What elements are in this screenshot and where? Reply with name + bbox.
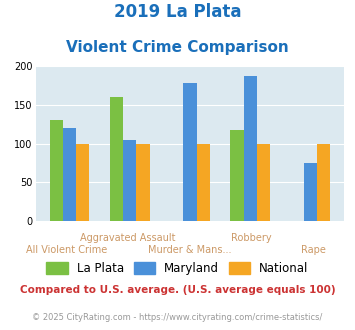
Text: Compared to U.S. average. (U.S. average equals 100): Compared to U.S. average. (U.S. average … xyxy=(20,285,335,295)
Bar xyxy=(230,130,244,221)
Text: Violent Crime Comparison: Violent Crime Comparison xyxy=(66,40,289,54)
Bar xyxy=(317,144,330,221)
Bar xyxy=(304,163,317,221)
Text: Murder & Mans...: Murder & Mans... xyxy=(148,245,232,255)
Bar xyxy=(183,83,197,221)
Text: All Violent Crime: All Violent Crime xyxy=(26,245,107,255)
Bar xyxy=(76,144,89,221)
Bar xyxy=(50,120,63,221)
Bar xyxy=(197,144,210,221)
Text: Robbery: Robbery xyxy=(231,233,272,243)
Bar xyxy=(110,97,123,221)
Bar xyxy=(257,144,270,221)
Text: © 2025 CityRating.com - https://www.cityrating.com/crime-statistics/: © 2025 CityRating.com - https://www.city… xyxy=(32,314,323,322)
Text: 2019 La Plata: 2019 La Plata xyxy=(114,3,241,21)
Bar xyxy=(244,76,257,221)
Bar xyxy=(136,144,149,221)
Bar xyxy=(63,128,76,221)
Bar xyxy=(123,140,136,221)
Legend: La Plata, Maryland, National: La Plata, Maryland, National xyxy=(43,258,312,279)
Text: Aggravated Assault: Aggravated Assault xyxy=(80,233,176,243)
Text: Rape: Rape xyxy=(301,245,326,255)
